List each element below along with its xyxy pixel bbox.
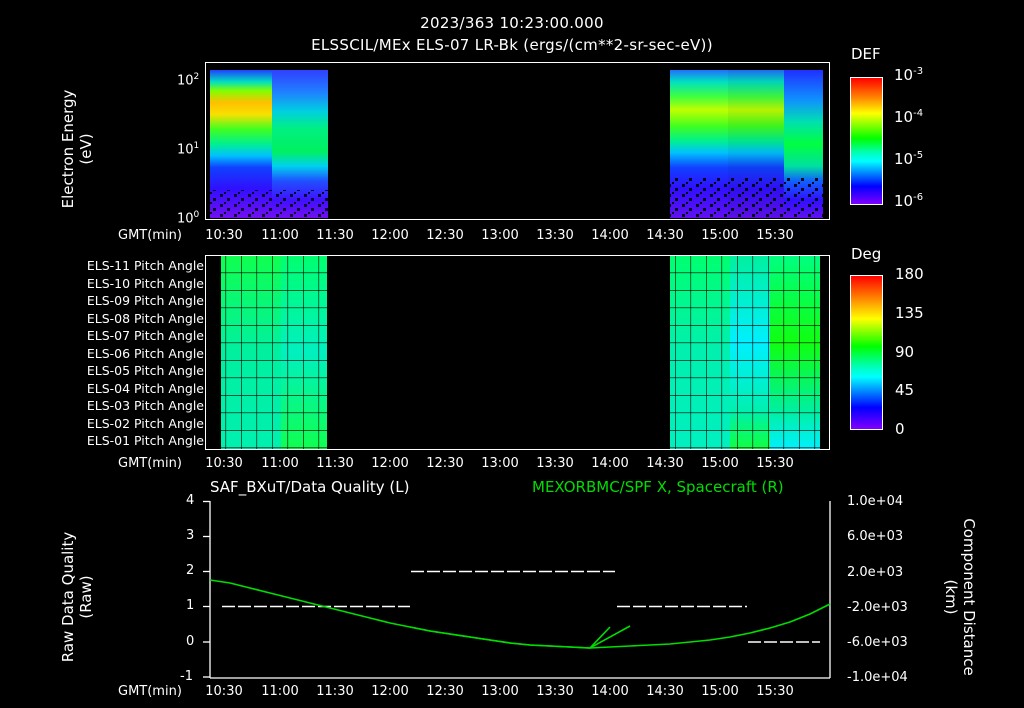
deg-tick-135: 135: [895, 304, 924, 322]
energy-frame: [205, 62, 830, 220]
energy-ylabel: Electron Energy (eV): [59, 59, 95, 239]
xtick: 15:30: [756, 684, 794, 699]
q-ytick: 3: [186, 528, 195, 543]
quality-title: SAF_BXuT/Data Quality (L): [210, 478, 410, 496]
pa-row-label: ELS-11 Pitch Angle: [86, 258, 204, 273]
pa-row-label: ELS-05 Pitch Angle: [86, 363, 204, 378]
deg-tick-180: 180: [895, 265, 924, 283]
xtick: 15:30: [756, 228, 794, 243]
xtick: 13:30: [536, 684, 574, 699]
x-axis-label-3: GMT(min): [118, 684, 182, 699]
xtick: 13:00: [481, 456, 519, 471]
line-plot: [203, 500, 831, 679]
pa-row-label: ELS-07 Pitch Angle: [86, 328, 204, 343]
line-plot-svg: [203, 500, 831, 679]
xtick: 10:30: [205, 456, 243, 471]
x-axis-label-1: GMT(min): [118, 228, 182, 243]
q-ytick: -1: [180, 669, 193, 684]
xtick: 11:00: [261, 684, 299, 699]
pa-row-label: ELS-06 Pitch Angle: [86, 345, 204, 361]
xtick: 15:30: [756, 456, 794, 471]
quality-ylabel: Raw Data Quality (Raw): [59, 512, 95, 682]
plot-timestamp: 2023/363 10:23:00.000: [420, 14, 604, 32]
xtick: 11:30: [316, 228, 354, 243]
quality-ylabel-line2: (Raw): [77, 575, 95, 619]
plot-subtitle: ELSSCIL/MEx ELS-07 LR-Bk (ergs/(cm**2-sr…: [311, 36, 713, 54]
energy-spectrogram: [205, 62, 830, 220]
def-tick-1e-3: 10-3: [894, 66, 924, 84]
xtick: 11:00: [261, 228, 299, 243]
def-colorbar-title: DEF: [851, 45, 881, 63]
deg-tick-0: 0: [895, 420, 905, 438]
q-ytick: 0: [186, 634, 195, 649]
xtick: 10:30: [205, 684, 243, 699]
pitch-angle-frame: [205, 255, 830, 450]
xtick: 12:30: [426, 684, 464, 699]
x-axis-label-2: GMT(min): [118, 456, 182, 471]
xtick: 14:30: [646, 684, 684, 699]
deg-colorbar-title: Deg: [851, 245, 882, 263]
xtick: 15:00: [701, 456, 739, 471]
pitch-angle-heatmap: [205, 255, 830, 450]
def-colorbar: [850, 77, 883, 205]
energy-ylabel-line2: (eV): [77, 133, 95, 165]
xtick: 12:30: [426, 228, 464, 243]
pa-row-label: ELS-10 Pitch Angle: [86, 275, 204, 291]
spf-title: MEXORBMC/SPF X, Spacecraft (R): [532, 478, 784, 496]
pa-row-label: ELS-08 Pitch Angle: [86, 310, 204, 326]
xtick: 11:30: [316, 684, 354, 699]
deg-tick-90: 90: [895, 343, 915, 361]
xtick: 11:00: [261, 456, 299, 471]
xtick: 14:00: [591, 228, 629, 243]
xtick: 13:30: [536, 228, 574, 243]
deg-tick-45: 45: [895, 381, 915, 399]
spf-x-series: [209, 579, 611, 649]
pa-row-label: ELS-09 Pitch Angle: [86, 293, 204, 308]
spf-ytick: 2.0e+03: [847, 565, 904, 580]
pa-row-label: ELS-02 Pitch Angle: [86, 415, 204, 431]
xtick: 13:00: [481, 684, 519, 699]
pitch-angle-svg: [221, 256, 820, 449]
xtick: 14:30: [646, 228, 684, 243]
xtick: 13:30: [536, 456, 574, 471]
def-tick-1e-5: 10-5: [894, 150, 924, 168]
xtick: 12:00: [371, 228, 409, 243]
energy-ylabel-line1: Electron Energy: [59, 89, 77, 209]
xtick: 12:30: [426, 456, 464, 471]
spf-ytick: -1.0e+04: [847, 670, 908, 685]
xtick: 14:30: [646, 456, 684, 471]
xtick: 15:00: [701, 684, 739, 699]
quality-ylabel-line1: Raw Data Quality: [59, 531, 77, 663]
xtick: 12:00: [371, 456, 409, 471]
quality-series: [222, 570, 820, 643]
xtick: 12:00: [371, 684, 409, 699]
xtick: 11:30: [316, 456, 354, 471]
spf-ylabel-line2: (km): [942, 579, 960, 615]
energy-spectrogram-svg: [210, 70, 823, 218]
spf-ylabel-line1: Component Distance: [960, 518, 978, 676]
energy-ytick-100: 102: [177, 72, 200, 89]
q-ytick: 1: [186, 598, 195, 613]
pa-row-label: ELS-04 Pitch Angle: [86, 380, 204, 396]
spf-ylabel: Component Distance (km): [942, 507, 978, 687]
def-tick-1e-4: 10-4: [894, 108, 924, 126]
spf-ytick: -6.0e+03: [847, 635, 908, 650]
q-ytick: 4: [186, 493, 195, 508]
q-ytick: 2: [186, 563, 195, 578]
spf-ytick: -2.0e+03: [847, 600, 908, 615]
xtick: 14:00: [591, 684, 629, 699]
xtick: 15:00: [701, 228, 739, 243]
spf-ytick: 6.0e+03: [847, 529, 904, 544]
pa-row-label: ELS-01 Pitch Angle: [86, 433, 204, 448]
xtick: 13:00: [481, 228, 519, 243]
energy-ytick-10: 101: [177, 141, 200, 158]
deg-colorbar: [850, 275, 883, 430]
pa-row-label: ELS-03 Pitch Angle: [86, 398, 204, 413]
spf-ytick: 1.0e+04: [847, 494, 904, 509]
xtick: 14:00: [591, 456, 629, 471]
energy-ytick-1: 100: [177, 210, 200, 227]
pitch-angle-labels: ELS-11 Pitch Angle ELS-10 Pitch Angle EL…: [0, 256, 204, 450]
xtick: 10:30: [205, 228, 243, 243]
def-tick-1e-6: 10-6: [894, 192, 924, 210]
